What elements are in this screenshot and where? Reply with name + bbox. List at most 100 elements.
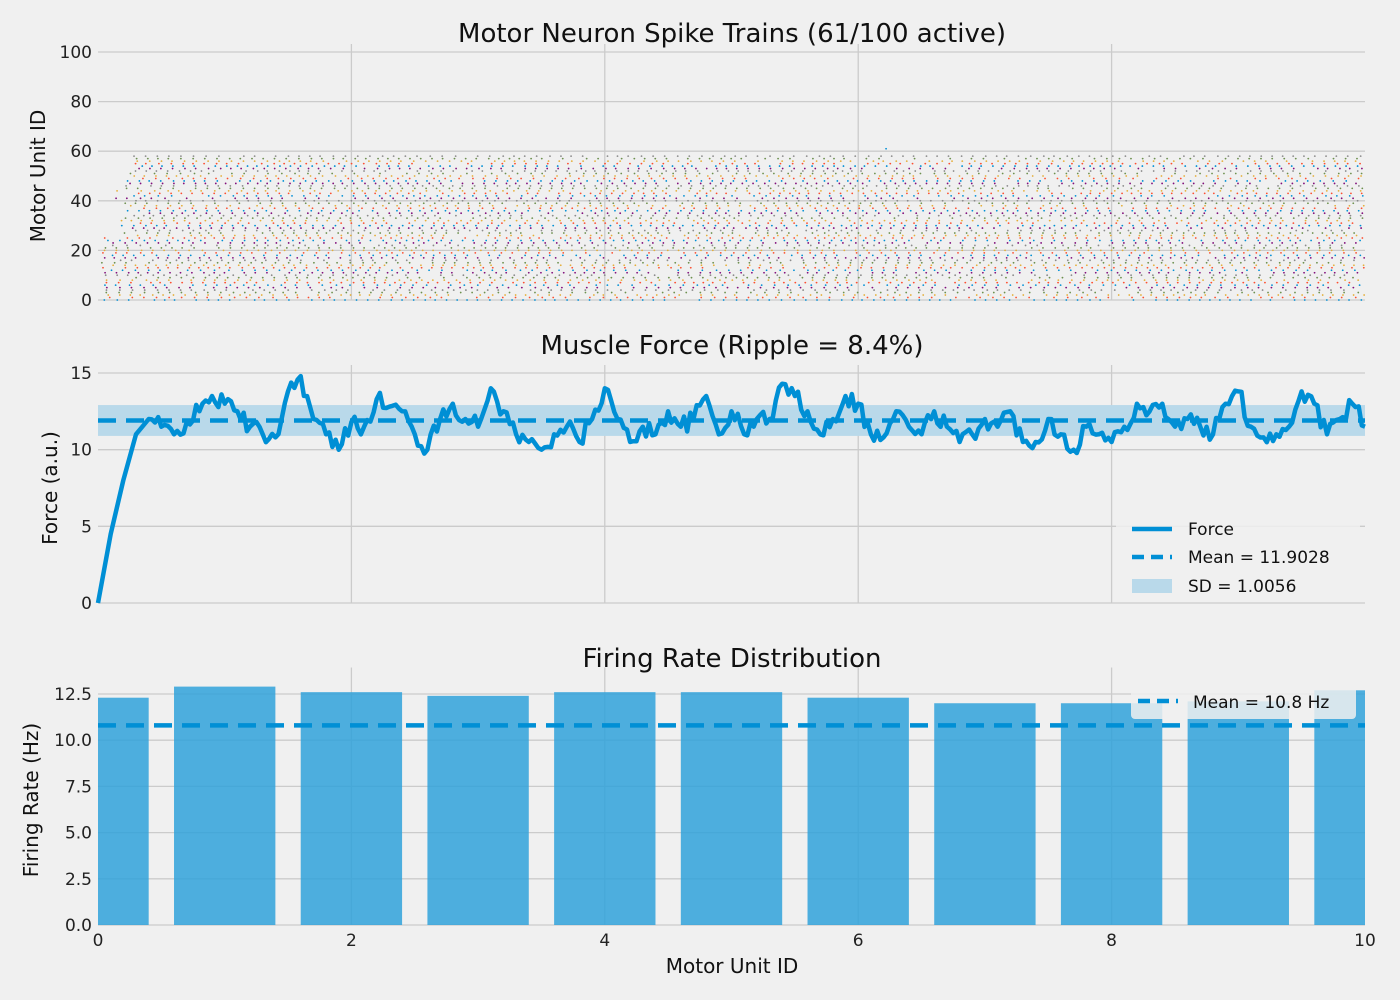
spike-dot xyxy=(539,187,542,190)
spike-dot xyxy=(748,192,751,195)
spike-dot xyxy=(529,227,532,229)
spike-dot xyxy=(1012,187,1015,190)
spike-dot xyxy=(293,229,295,232)
spike-dot xyxy=(1060,180,1063,182)
spike-dot xyxy=(287,289,290,291)
spike-dot xyxy=(746,299,748,301)
spike-dot xyxy=(1117,187,1119,190)
spike-dot xyxy=(267,284,269,287)
spike-dot xyxy=(517,249,520,252)
spike-dot xyxy=(1007,237,1010,239)
spike-dot xyxy=(790,254,793,257)
spike-dot xyxy=(292,219,295,222)
spike-dot xyxy=(360,256,362,259)
spike-dot xyxy=(183,219,186,222)
spike-dot xyxy=(885,259,888,262)
spike-dot xyxy=(461,189,464,192)
spike-dot xyxy=(362,222,365,225)
spike-dot xyxy=(311,271,314,274)
spike-dot xyxy=(854,237,857,239)
spike-dot xyxy=(1147,261,1150,264)
spike-dot xyxy=(661,189,664,192)
spike-dot xyxy=(199,227,202,229)
spike-dot xyxy=(1255,237,1258,239)
spike-dot xyxy=(284,234,287,237)
spike-dot xyxy=(667,294,670,296)
spike-dot xyxy=(340,180,342,182)
spike-dot xyxy=(1141,264,1143,267)
spike-dot xyxy=(759,187,762,190)
spike-dot xyxy=(1057,279,1060,282)
spike-dot xyxy=(591,264,594,267)
spike-dot xyxy=(497,289,500,291)
spike-dot xyxy=(968,214,971,217)
spike-dot xyxy=(1109,212,1112,215)
spike-dot xyxy=(773,214,776,217)
spike-dot xyxy=(400,189,402,192)
spike-dot xyxy=(369,266,372,269)
spike-dot xyxy=(1324,271,1326,274)
spike-dot xyxy=(1161,192,1164,195)
spike-dot xyxy=(1152,276,1155,279)
spike-dot xyxy=(168,291,171,294)
spike-dot xyxy=(608,199,611,202)
spike-dot xyxy=(1099,249,1102,252)
spike-dot xyxy=(269,204,272,207)
spike-dot xyxy=(971,276,973,279)
spike-dot xyxy=(681,202,684,205)
spike-dot xyxy=(585,286,588,289)
spike-dot xyxy=(569,284,571,287)
spike-dot xyxy=(421,249,424,252)
spike-dot xyxy=(624,256,627,259)
spike-dot xyxy=(1293,299,1296,301)
spike-dot xyxy=(220,296,223,299)
spike-dot xyxy=(532,242,535,244)
spike-dot xyxy=(1140,194,1143,197)
spike-dot xyxy=(872,299,875,301)
spike-dot xyxy=(1246,286,1249,289)
spike-dot xyxy=(200,170,203,172)
spike-dot xyxy=(304,202,307,205)
spike-dot xyxy=(1256,187,1259,190)
spike-dot xyxy=(1302,199,1305,202)
spike-dot xyxy=(488,274,491,277)
spike-dot xyxy=(1042,232,1044,234)
spike-dot xyxy=(1292,222,1295,225)
spike-dot xyxy=(208,217,211,220)
spike-dot xyxy=(547,212,550,215)
spike-dot xyxy=(986,289,989,291)
spike-dot xyxy=(1317,214,1320,217)
spike-dot xyxy=(496,185,499,187)
spike-dot xyxy=(148,180,151,182)
spike-dot xyxy=(247,222,250,225)
spike-dot xyxy=(1048,276,1051,279)
spike-dot xyxy=(638,177,641,180)
spike-dot xyxy=(1149,234,1152,237)
spike-dot xyxy=(206,187,209,190)
spike-dot xyxy=(1257,284,1260,287)
spike-dot xyxy=(765,207,768,210)
spike-dot xyxy=(828,296,831,299)
spike-dot xyxy=(547,286,550,289)
spike-dot xyxy=(1361,194,1364,197)
spike-dot xyxy=(352,247,355,249)
spike-dot xyxy=(1021,239,1024,242)
spike-dot xyxy=(840,299,843,301)
spike-dot xyxy=(266,177,269,180)
spike-dot xyxy=(1224,274,1227,277)
spike-dot xyxy=(855,251,858,254)
spike-dot xyxy=(547,219,550,222)
spike-dot xyxy=(668,284,670,287)
spike-dot xyxy=(1257,286,1260,289)
spike-dot xyxy=(1359,239,1362,242)
spike-dot xyxy=(1302,189,1305,192)
spike-dot xyxy=(196,217,198,220)
spike-dot xyxy=(1224,180,1227,182)
spike-dot xyxy=(559,237,562,239)
spike-dot xyxy=(961,266,964,269)
spike-dot xyxy=(256,170,259,172)
spike-dot xyxy=(414,199,417,202)
spike-dot xyxy=(229,244,231,247)
spike-dot xyxy=(180,296,183,299)
